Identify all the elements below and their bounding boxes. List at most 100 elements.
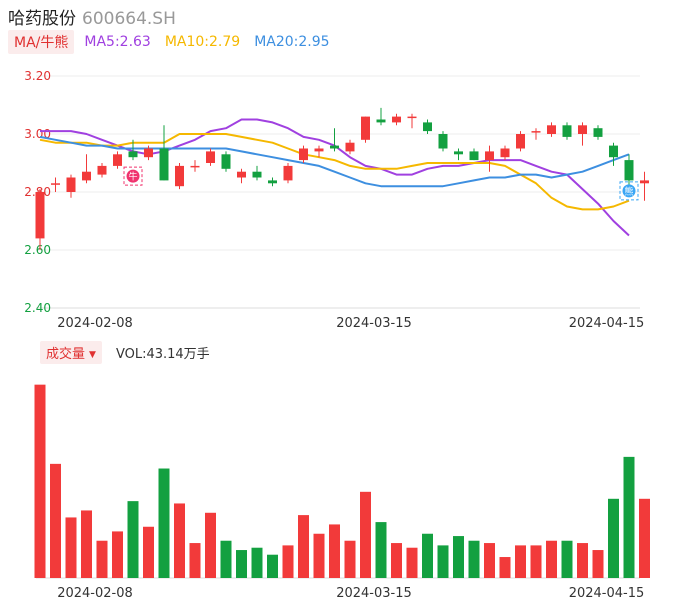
marker-label: 熊 xyxy=(624,185,633,197)
candle-body xyxy=(423,122,432,132)
volume-bar xyxy=(127,501,139,578)
volume-bar xyxy=(205,512,216,578)
x-tick-label: 2024-03-15 xyxy=(336,586,412,601)
volume-bar xyxy=(360,491,371,578)
candles xyxy=(35,107,649,250)
candle-body xyxy=(624,160,634,181)
price-tick-label: 2.60 xyxy=(24,243,51,257)
candle-body xyxy=(609,145,618,158)
candle-body xyxy=(500,148,510,158)
volume-bar xyxy=(50,463,61,578)
candle-body xyxy=(516,134,525,149)
candle-body xyxy=(593,128,603,137)
price-axis: 3.203.002.802.602.40 xyxy=(24,69,51,315)
candle-body xyxy=(376,119,386,123)
candle-body xyxy=(268,180,277,184)
volume-bar xyxy=(639,498,650,578)
marker-label: 牛 xyxy=(128,171,137,183)
candle-body xyxy=(82,171,91,181)
marker-dot xyxy=(622,184,636,198)
marker-frame xyxy=(619,181,639,201)
volume-bar xyxy=(313,533,325,578)
x-tick-label: 2024-02-08 xyxy=(57,586,133,601)
candle-body xyxy=(469,151,479,161)
volume-bar xyxy=(143,526,154,578)
volume-bar xyxy=(251,547,263,578)
volume-bar xyxy=(298,515,309,578)
price-x-axis: 2024-02-08 2024-03-15 2024-04-15 xyxy=(57,316,644,331)
volume-bar xyxy=(34,384,46,578)
ma20-line xyxy=(39,135,630,188)
volume-bar xyxy=(515,545,526,578)
candle-body xyxy=(221,154,231,169)
volume-bar xyxy=(437,545,449,578)
candle-body xyxy=(283,165,293,181)
candle-body xyxy=(640,180,649,184)
candle-body xyxy=(392,116,401,123)
volume-bar xyxy=(158,468,170,578)
x-tick-label: 2024-04-15 xyxy=(569,586,645,601)
candle-body xyxy=(144,148,153,158)
volume-bar xyxy=(561,540,573,578)
candle-body xyxy=(237,171,246,178)
ma-legend: MA/牛熊 MA5:2.63 MA10:2.79 MA20:2.95 xyxy=(8,30,344,54)
volume-bar xyxy=(530,545,542,578)
volume-bar xyxy=(236,550,247,578)
volume-bar xyxy=(592,550,604,578)
volume-bar xyxy=(484,543,495,578)
candle-body xyxy=(190,165,200,168)
marker-dot xyxy=(126,169,140,183)
candle-body xyxy=(578,125,587,134)
candle-body xyxy=(361,116,370,140)
candle-body xyxy=(531,131,541,133)
stock-code: 600664.SH xyxy=(82,9,176,29)
volume-bar xyxy=(174,503,185,578)
marker-frame xyxy=(123,166,143,186)
volume-bar xyxy=(406,547,418,578)
volume-bar xyxy=(623,456,635,578)
volume-bar xyxy=(577,543,588,578)
x-tick-label: 2024-04-15 xyxy=(569,316,645,331)
volume-toggle-label: 成交量 xyxy=(46,346,86,362)
candle-body xyxy=(485,151,494,161)
volume-bar xyxy=(112,531,123,578)
volume-indicator-toggle[interactable]: 成交量 ▼ xyxy=(40,340,102,364)
x-tick-label: 2024-02-08 xyxy=(57,316,133,331)
price-tick-label: 3.20 xyxy=(24,69,51,83)
ma20-label: MA20:2.95 xyxy=(254,34,330,50)
candle-body xyxy=(35,192,45,239)
volume-bar xyxy=(220,540,232,578)
volume-bar xyxy=(344,540,356,578)
volume-bar xyxy=(96,540,108,578)
candle-body xyxy=(454,151,463,155)
volume-value: VOL:43.14万手 xyxy=(115,346,210,362)
volume-bar xyxy=(282,545,294,578)
volume-bar xyxy=(375,522,387,578)
candle-body xyxy=(547,125,556,134)
candle-body xyxy=(97,165,107,175)
candle-body xyxy=(206,151,215,163)
bear-icon[interactable]: 熊 xyxy=(619,181,639,201)
candle-body xyxy=(345,142,355,152)
candle-body xyxy=(252,171,262,178)
volume-bar xyxy=(546,540,557,578)
volume-legend: 成交量 ▼ VOL:43.14万手 xyxy=(40,340,210,364)
candle-body xyxy=(562,125,572,137)
x-tick-label: 2024-03-15 xyxy=(336,316,412,331)
candle-body xyxy=(407,116,417,119)
price-grid xyxy=(36,75,640,309)
bull-icon[interactable]: 牛 xyxy=(123,166,143,186)
candle-body xyxy=(314,148,324,152)
volume-bar xyxy=(422,533,433,578)
caret-down-icon: ▼ xyxy=(89,349,96,360)
stock-header: 哈药股份 600664.SH xyxy=(8,4,176,29)
ma-indicator-toggle[interactable]: MA/牛熊 xyxy=(8,30,75,54)
ma10-label: MA10:2.79 xyxy=(164,34,241,50)
candle-body xyxy=(159,148,169,181)
candle-body xyxy=(330,145,339,149)
volume-x-axis: 2024-02-08 2024-03-15 2024-04-15 xyxy=(57,586,644,601)
volume-bar xyxy=(499,557,511,578)
volume-bar xyxy=(65,517,77,578)
volume-bar xyxy=(267,554,278,578)
